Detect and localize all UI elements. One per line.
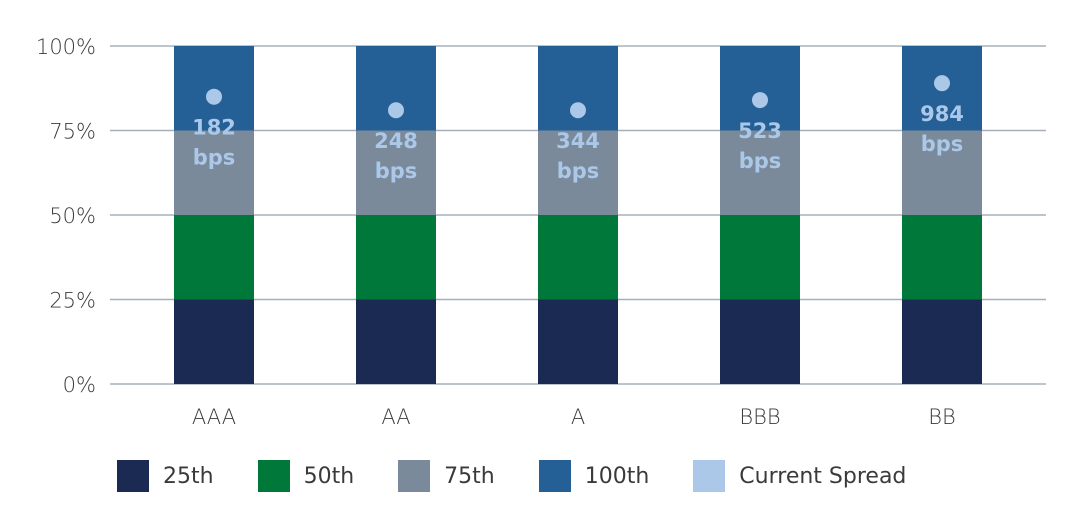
- x-tick-label: AA: [381, 405, 410, 429]
- legend-item: 50th: [257, 460, 355, 492]
- y-tick-label: 100%: [36, 35, 96, 59]
- legend-swatch: [398, 460, 431, 492]
- bar-segment: [720, 299, 800, 384]
- legend-label: Current Spread: [739, 463, 907, 489]
- bar-segment: [720, 215, 800, 300]
- y-tick-label: 25%: [49, 289, 96, 313]
- bar-segment: [356, 130, 436, 215]
- data-label: 344: [556, 129, 600, 153]
- x-axis: AAA AA A BBB BB: [192, 405, 956, 429]
- x-tick-label: AAA: [192, 405, 236, 429]
- bar-segment: [356, 299, 436, 384]
- data-label: 523: [738, 119, 782, 143]
- x-tick-label: A: [571, 405, 585, 429]
- current-spread-dot: [388, 102, 404, 119]
- current-spread-markers: 182 bps 248 bps 344 bps 523 bps 984 bps: [192, 75, 964, 183]
- stacked-bar-chart: 0%25%50%75%100% AAA AA A BBB BB 182bps248bps…: [36, 35, 1046, 429]
- legend-swatch: [117, 460, 149, 492]
- bar-segment: [902, 299, 982, 384]
- x-tick-label: BBB: [739, 405, 780, 429]
- bar-segment: [174, 46, 254, 131]
- legend-swatch: [257, 460, 290, 492]
- y-tick-label: 50%: [49, 204, 96, 228]
- bars: [174, 46, 982, 384]
- data-label: 182: [192, 116, 236, 140]
- bar-segment: [174, 299, 254, 384]
- data-label-unit: bps: [739, 149, 782, 173]
- legend-item: Current Spread: [693, 460, 906, 492]
- legend: 25th 50th 75th 100th Current Spread: [117, 458, 950, 494]
- y-tick-label: 0%: [63, 373, 96, 397]
- bar-segment: [174, 130, 254, 215]
- bar-segment: [174, 215, 254, 300]
- legend-swatch: [693, 460, 726, 492]
- data-label-unit: bps: [375, 159, 418, 183]
- legend-item: 25th: [117, 460, 214, 492]
- legend-label: 75th: [444, 463, 495, 489]
- x-tick-label: BB: [928, 405, 956, 429]
- bar-segment: [902, 215, 982, 300]
- legend-label: 100th: [584, 463, 650, 489]
- bar-segment: [720, 130, 800, 215]
- data-label-unit: bps: [193, 146, 236, 170]
- data-label-unit: bps: [557, 159, 600, 183]
- legend-item: 75th: [398, 460, 495, 492]
- bar-segment: [538, 215, 618, 300]
- data-label-unit: bps: [921, 132, 964, 156]
- current-spread-dot: [570, 102, 586, 119]
- legend-swatch: [538, 460, 571, 492]
- current-spread-dot: [752, 92, 768, 109]
- legend-label: 25th: [163, 463, 214, 489]
- y-tick-label: 75%: [49, 120, 96, 144]
- legend-item: 100th: [538, 460, 650, 492]
- legend-label: 50th: [303, 463, 355, 489]
- bar-segment: [356, 215, 436, 300]
- bar-segment: [720, 46, 800, 131]
- data-label: 984: [920, 102, 964, 126]
- data-label: 248: [374, 129, 418, 153]
- bar-segment: [538, 130, 618, 215]
- current-spread-dot: [206, 88, 222, 105]
- current-spread-dot: [934, 75, 950, 92]
- bar-segment: [538, 299, 618, 384]
- bar-segment: [902, 130, 982, 215]
- y-axis: 0% 25% 50% 75% 100%: [36, 35, 96, 397]
